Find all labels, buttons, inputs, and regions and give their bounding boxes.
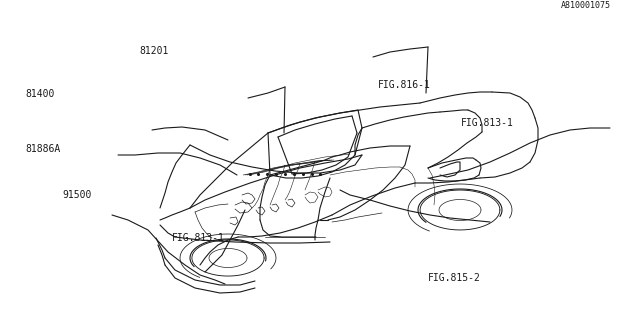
Text: FIG.813-1: FIG.813-1: [172, 233, 225, 244]
Text: 91500: 91500: [63, 190, 92, 200]
Text: 81400: 81400: [26, 89, 55, 100]
Text: A810001075: A810001075: [561, 1, 611, 10]
Text: FIG.815-2: FIG.815-2: [428, 273, 481, 284]
Text: 81886A: 81886A: [26, 144, 61, 154]
Text: FIG.816-1: FIG.816-1: [378, 80, 431, 90]
Text: 81201: 81201: [140, 46, 169, 56]
Text: FIG.813-1: FIG.813-1: [461, 118, 514, 128]
